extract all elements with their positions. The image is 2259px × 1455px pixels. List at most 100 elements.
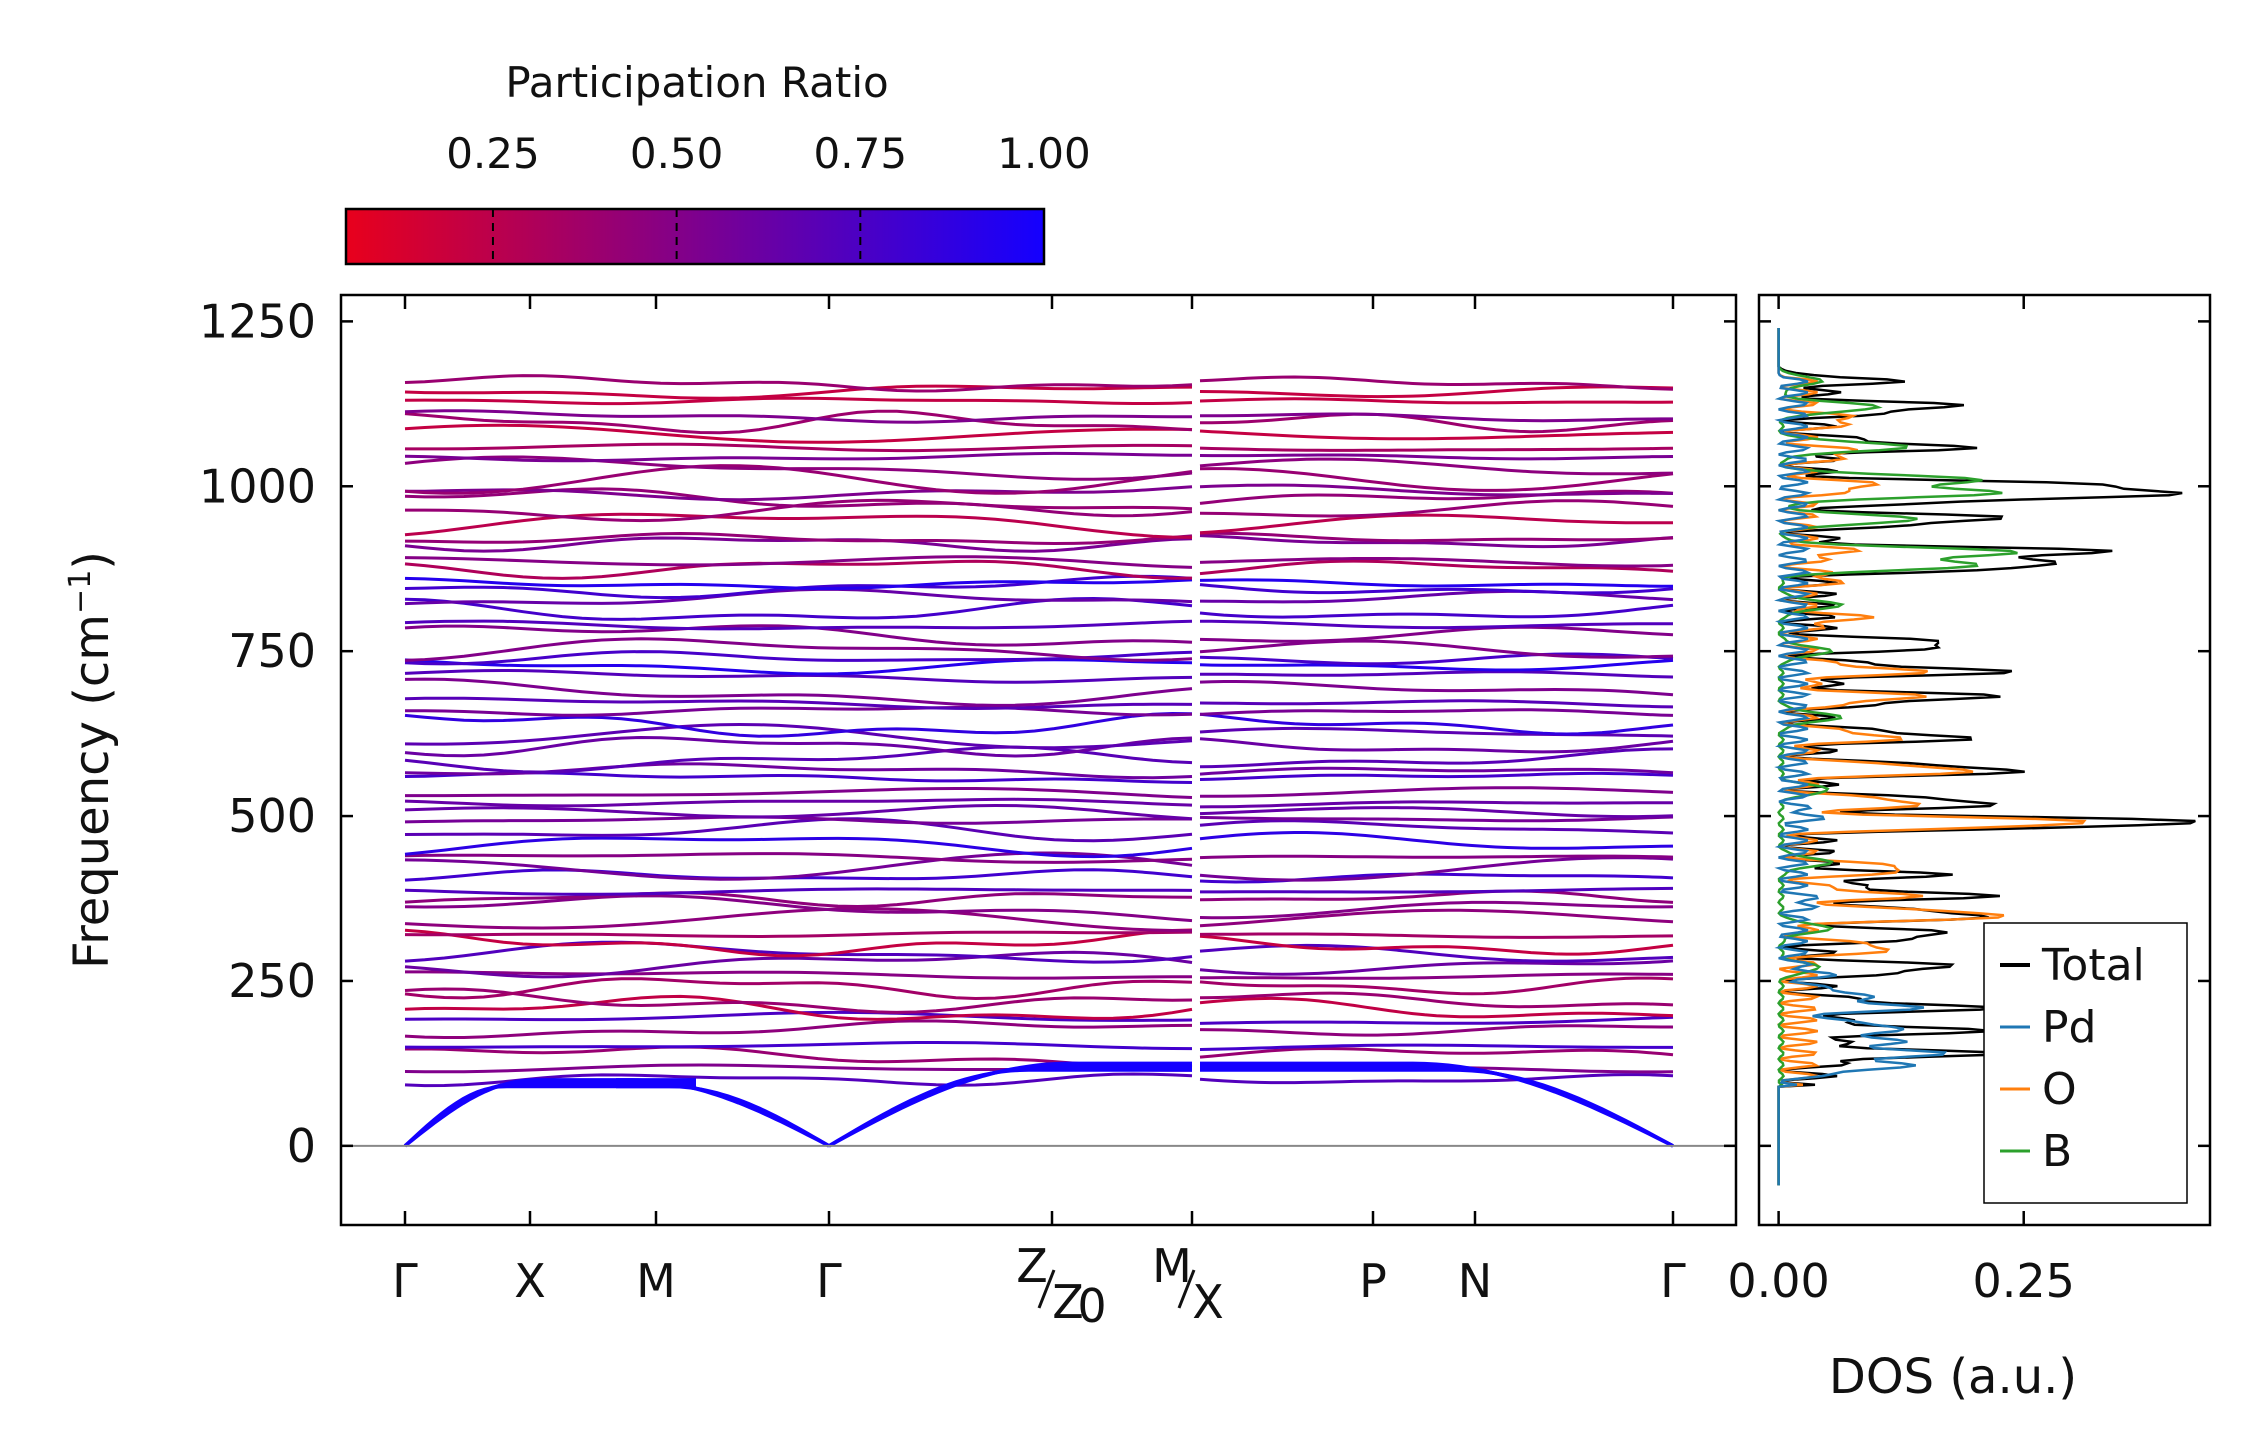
- phonon-band: [1199, 397, 1674, 405]
- legend-label-total: Total: [2041, 940, 2145, 991]
- hs-label-bottom: X: [1192, 1275, 1224, 1329]
- phonon-band: [404, 735, 1193, 758]
- hs-label-subscript: 0: [1077, 1279, 1106, 1333]
- y-axis-title-close: ): [64, 551, 120, 570]
- phonon-band: [404, 1041, 1193, 1051]
- phonon-band: [1199, 699, 1674, 709]
- phonon-band: [1199, 467, 1674, 492]
- phonon-band: [1199, 658, 1674, 672]
- phonon-band: [1199, 819, 1674, 835]
- y-tick-label: 1250: [199, 294, 316, 348]
- phonon-band: [404, 930, 1193, 939]
- phonon-band: [1199, 453, 1674, 461]
- phonon-band: [1199, 446, 1674, 452]
- band-y-axis: 0 250 500 750 1000 1250: [199, 294, 1736, 1173]
- phonon-band: [1199, 972, 1674, 980]
- phonon-band: [404, 851, 1193, 881]
- dos-x-axis: 0.00 0.25: [1727, 295, 2075, 1308]
- phonon-band: [1199, 991, 1674, 1009]
- phonon-band: [404, 994, 1193, 1021]
- phonon-band: [404, 803, 1193, 821]
- phonon-band: [1199, 1024, 1673, 1037]
- phonon-band: [1199, 854, 1674, 860]
- phonon-band: [404, 451, 1193, 463]
- phonon-band: [405, 705, 1193, 717]
- phonon-band: [1199, 1073, 1674, 1085]
- phonon-band: [405, 442, 1193, 453]
- phonon-band: [1199, 412, 1674, 434]
- phonon-band: [1199, 889, 1674, 904]
- phonon-band: [404, 987, 1193, 1014]
- high-symmetry-label: X: [514, 1254, 546, 1308]
- phonon-band: [404, 1019, 1193, 1039]
- phonon-band: [404, 940, 1193, 964]
- phonon-band: [404, 887, 1193, 896]
- phonon-band: [1200, 786, 1674, 798]
- colorbar-ticks: 0.25 0.50 0.75 1.00: [446, 129, 1091, 264]
- phonon-band: [1199, 1047, 1674, 1059]
- high-symmetry-label-split: MX: [1152, 1239, 1224, 1329]
- phonon-band: [1199, 499, 1674, 518]
- colorbar-gradient: [344, 207, 1046, 266]
- phonon-band: [404, 817, 1193, 843]
- phonon-band: [404, 487, 1193, 518]
- phonon-band: [1199, 513, 1674, 535]
- high-symmetry-label: P: [1359, 1254, 1387, 1308]
- phonon-band: [1199, 578, 1673, 588]
- y-axis-title: Frequency (cm−1): [63, 551, 120, 969]
- dos-x-tick-label: 0.00: [1727, 1254, 1829, 1308]
- acoustic-branch: [616, 1078, 830, 1148]
- phonon-band: [1199, 806, 1674, 819]
- phonon-band: [404, 531, 1193, 546]
- y-tick-label: 1000: [199, 459, 316, 513]
- y-axis-title-main: Frequency (cm: [64, 614, 120, 969]
- phonon-band: [1199, 1043, 1673, 1051]
- phonon-band: [1199, 652, 1674, 666]
- phonon-band: [404, 894, 1193, 923]
- phonon-band: [404, 868, 1193, 882]
- phonon-band: [1199, 457, 1674, 476]
- dos-y-ticks: [1759, 320, 2210, 1148]
- phonon-band: [1199, 766, 1674, 776]
- legend-label-pd: Pd: [2042, 1002, 2096, 1053]
- phonon-band: [404, 852, 1193, 864]
- phonon-band: [404, 396, 1193, 406]
- dos-x-axis-title: DOS (a.u.): [1829, 1349, 2077, 1405]
- phonon-band: [1199, 747, 1674, 769]
- phonon-band: [1199, 559, 1674, 576]
- high-symmetry-label-split: ZZ0: [1016, 1239, 1106, 1333]
- colorbar-tick-label: 1.00: [997, 129, 1091, 178]
- legend-frame: [1983, 922, 2188, 1204]
- phonon-band: [1199, 815, 1674, 823]
- legend-label-o: O: [2042, 1064, 2077, 1115]
- phonon-band: [1199, 557, 1674, 568]
- acoustic-branch: [1200, 1064, 1674, 1148]
- high-symmetry-label: Γ: [392, 1254, 418, 1308]
- phonon-band: [404, 722, 1193, 750]
- phonon-bands: [403, 374, 1674, 1148]
- phonon-band: [1199, 712, 1674, 736]
- y-tick-label: 750: [228, 624, 316, 678]
- dos-curves: [1774, 328, 2196, 1186]
- y-tick-label: 250: [228, 954, 316, 1008]
- phonon-band: [404, 555, 1193, 569]
- dos-curve-pd: [1774, 328, 1948, 1186]
- phonon-band: [404, 696, 1193, 711]
- phonon-band: [404, 677, 1193, 707]
- phonon-band: [405, 970, 1192, 980]
- band-plot-frame: [339, 293, 1738, 1227]
- high-symmetry-label: Γ: [1660, 1254, 1686, 1308]
- acoustic-branch: [1200, 1061, 1674, 1148]
- phonon-band: [1199, 639, 1674, 659]
- phonon-band: [1199, 959, 1674, 976]
- phonon-band: [1199, 680, 1674, 697]
- phonon-band: [1200, 886, 1674, 894]
- y-axis-title-sup: −1: [63, 570, 98, 614]
- high-symmetry-label: Γ: [816, 1254, 842, 1308]
- phonon-band: [1199, 534, 1674, 549]
- phonon-band: [404, 455, 1193, 481]
- phonon-band: [404, 423, 1193, 444]
